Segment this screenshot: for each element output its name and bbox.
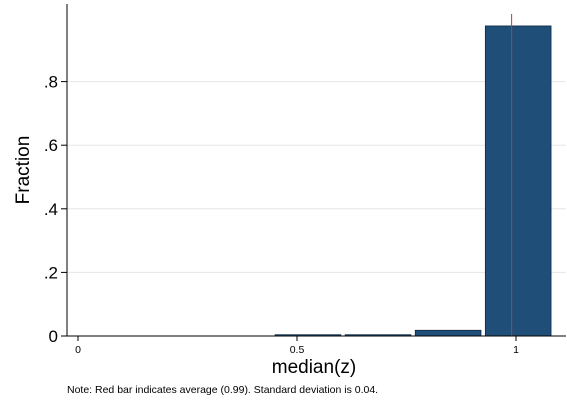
- y-tick-label-4: .8: [44, 73, 58, 92]
- x-axis-title: median(z): [272, 357, 356, 378]
- x-tick-label-0: 0: [75, 344, 81, 356]
- y-tick-label-3: .6: [44, 136, 58, 155]
- y-tick-label-1: .2: [44, 263, 58, 282]
- histogram-bar-2: [414, 329, 482, 337]
- bars: [274, 25, 552, 337]
- gridlines: [67, 81, 566, 273]
- x-tick-label-1: 0.5: [290, 344, 305, 356]
- x-axis-ticks: 0 0.5 1: [75, 336, 519, 356]
- chart-note: Note: Red bar indicates average (0.99). …: [67, 384, 378, 396]
- histogram-bar-3: [484, 25, 552, 337]
- y-axis-ticks: 0 .2 .4 .6 .8: [44, 73, 67, 346]
- y-tick-label-2: .4: [44, 200, 58, 219]
- x-tick-label-2: 1: [513, 344, 519, 356]
- y-axis-title: Fraction: [13, 136, 34, 205]
- y-tick-label-0: 0: [49, 327, 58, 346]
